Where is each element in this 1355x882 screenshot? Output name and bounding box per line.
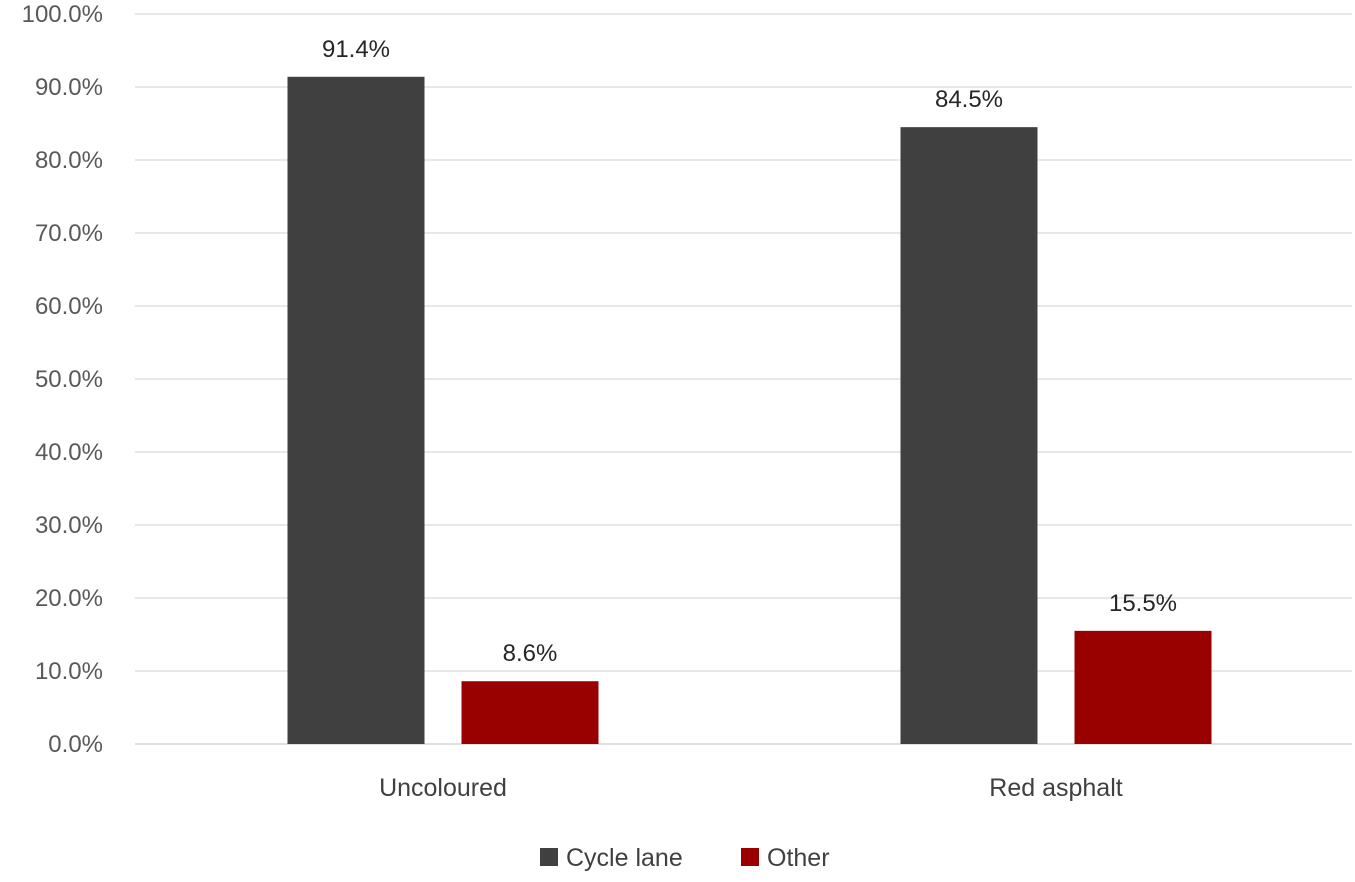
data-label: 8.6% xyxy=(503,640,558,667)
y-tick-label: 70.0% xyxy=(35,220,103,247)
y-axis-tick-labels: 0.0% 10.0% 20.0% 30.0% 40.0% 50.0% 60.0% 70.0% 8… xyxy=(22,1,103,758)
x-axis-category-labels: Uncoloured Red asphalt xyxy=(379,774,1123,802)
y-tick-label: 0.0% xyxy=(48,731,103,758)
bars xyxy=(287,76,1212,744)
x-category-label: Red asphalt xyxy=(989,774,1122,802)
legend-swatch xyxy=(540,848,558,866)
bar-other-uncoloured xyxy=(461,681,599,744)
y-tick-label: 10.0% xyxy=(35,658,103,685)
y-tick-label: 100.0% xyxy=(22,1,103,28)
y-tick-label: 90.0% xyxy=(35,74,103,101)
legend-label: Cycle lane xyxy=(566,844,683,872)
x-category-label: Uncoloured xyxy=(379,774,507,802)
bar-other-red-asphalt xyxy=(1074,630,1212,744)
legend-swatch xyxy=(741,848,759,866)
y-tick-label: 50.0% xyxy=(35,366,103,393)
y-tick-label: 40.0% xyxy=(35,439,103,466)
y-tick-label: 60.0% xyxy=(35,293,103,320)
data-label: 15.5% xyxy=(1109,590,1177,617)
y-tick-label: 80.0% xyxy=(35,147,103,174)
y-tick-label: 20.0% xyxy=(35,585,103,612)
data-labels: 91.4% 8.6% 84.5% 15.5% xyxy=(322,36,1177,667)
bar-cycle-lane-uncoloured xyxy=(287,76,425,744)
legend-label: Other xyxy=(767,844,830,872)
y-tick-label: 30.0% xyxy=(35,512,103,539)
data-label: 91.4% xyxy=(322,36,390,63)
data-label: 84.5% xyxy=(935,86,1003,113)
bar-cycle-lane-red-asphalt xyxy=(900,127,1038,744)
legend: Cycle lane Other xyxy=(540,844,830,872)
